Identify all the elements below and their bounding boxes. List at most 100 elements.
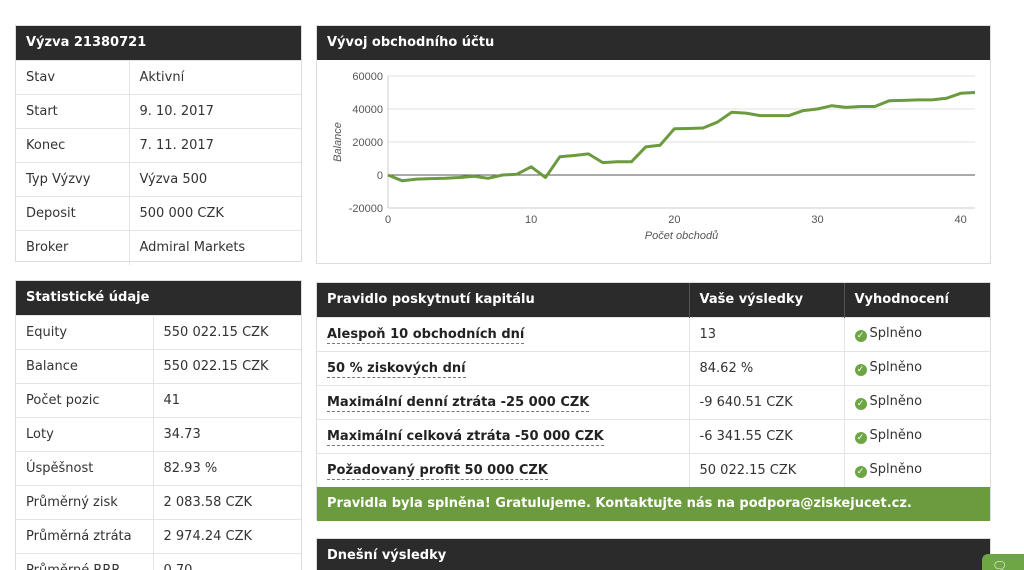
table-row: Průměrné RRR0.70 [16, 553, 301, 570]
rule-cell: Požadovaný profit 50 000 CZK [317, 452, 689, 487]
status-cell: ✓ Splněno [843, 316, 990, 351]
x-tick-label: 30 [811, 214, 823, 226]
table-row: Průměrný zisk 2 083.58 CZK [16, 485, 301, 520]
row-label: Průměrná ztráta [16, 519, 154, 554]
table-row: Equity 550 022.15 CZK [16, 315, 301, 350]
table-row: Stav Aktivní [16, 60, 301, 95]
table-row: Balance 550 022.15 CZK [16, 349, 301, 384]
table-row: Počet pozic 41 [16, 383, 301, 418]
row-value: 550 022.15 CZK [153, 349, 301, 384]
check-circle-icon: ✓ [854, 398, 867, 410]
status-text: Splněno [869, 428, 923, 443]
rule-name[interactable]: Požadovaný profit 50 000 CZK [327, 462, 548, 480]
stats-panel: Statistické údaje Equity 550 022.15 CZK B… [15, 280, 302, 570]
x-tick-label: 20 [668, 214, 680, 226]
challenge-panel: Výzva 21380721 Stav Aktivní Start 9. 10. 2… [15, 25, 302, 265]
balance-series-line [387, 91, 976, 183]
rule-name[interactable]: 50 % ziskových dní [327, 360, 466, 378]
table-row: Broker Admiral Markets [16, 230, 301, 265]
check-circle-icon: ✓ [854, 364, 867, 376]
check-circle-icon: ✓ [854, 432, 867, 444]
table-row: Deposit 500 000 CZK [16, 196, 301, 231]
rules-table: Pravidlo poskytnutí kapitálu Vaše výsled… [317, 283, 990, 487]
status-cell: ✓ Splněno [843, 350, 990, 385]
table-row: Maximální denní ztráta -25 000 CZK -9 64… [317, 384, 990, 419]
row-label: Stav [16, 60, 130, 95]
result-cell: 13 [688, 316, 844, 351]
row-value: 550 022.15 CZK [153, 315, 301, 350]
status-text: Splněno [869, 462, 923, 478]
row-value: 500 000 CZK [129, 196, 301, 231]
table-row: Typ Výzvy Výzva 500 [16, 162, 301, 197]
row-value: Aktivní [129, 60, 301, 95]
row-label: Start [16, 94, 130, 129]
rule-name[interactable]: Maximální celková ztráta -50 000 CZK [327, 428, 604, 446]
status-text: Splněno [869, 394, 923, 409]
rules-header-row: Pravidlo poskytnutí kapitálu Vaše výsled… [317, 283, 990, 317]
row-value: Admiral Markets [129, 230, 301, 265]
row-label: Konec [16, 128, 130, 163]
table-row: Požadovaný profit 50 000 CZK 50 022.15 C… [317, 452, 990, 487]
table-row: Úspěšnost 82.93 % [16, 451, 301, 486]
y-tick-label: -20000 [349, 203, 383, 215]
header-results: Vaše výsledky [688, 283, 844, 317]
check-circle-icon: ✓ [854, 466, 867, 479]
row-label: Broker [16, 230, 130, 265]
row-label: Průměrné RRR [16, 553, 154, 570]
row-value: 34.73 [153, 417, 301, 452]
row-value: 82.93 % [153, 451, 301, 486]
table-row: Maximální celková ztráta -50 000 CZK -6 … [317, 418, 990, 453]
row-value: 9. 10. 2017 [129, 94, 301, 129]
row-label: Úspěšnost [16, 451, 154, 486]
rule-cell: Maximální denní ztráta -25 000 CZK [317, 384, 689, 419]
check-circle-icon: ✓ [854, 330, 867, 342]
x-axis-label: Počet obchodů [645, 230, 718, 242]
result-cell: -9 640.51 CZK [688, 384, 844, 419]
result-cell: -6 341.55 CZK [688, 418, 844, 453]
x-tick-label: 10 [525, 214, 537, 226]
challenge-table: Stav Aktivní Start 9. 10. 2017 Konec 7. 11.… [16, 60, 301, 265]
row-label: Deposit [16, 196, 130, 231]
chat-button[interactable]: 🗨 [982, 554, 1024, 570]
status-text: Splněno [869, 360, 923, 375]
stats-title: Statistické údaje [16, 281, 301, 315]
row-value: 2 974.24 CZK [153, 519, 301, 554]
status-text: Splněno [869, 326, 923, 341]
table-row: Průměrná ztráta 2 974.24 CZK [16, 519, 301, 554]
stats-table: Equity 550 022.15 CZK Balance 550 022.15 C… [16, 315, 301, 570]
rule-name[interactable]: Maximální denní ztráta -25 000 CZK [327, 394, 590, 412]
row-value: 41 [153, 383, 301, 418]
challenge-title: Výzva 21380721 [16, 26, 301, 60]
y-tick-label: 20000 [352, 137, 383, 149]
rule-cell: 50 % ziskových dní [317, 350, 689, 385]
row-value: 7. 11. 2017 [129, 128, 301, 163]
table-row: Alespoň 10 obchodních dní 13 ✓ Splněno [317, 316, 990, 351]
result-cell: 50 022.15 CZK [688, 452, 844, 487]
header-evaluation: Vyhodnocení [843, 283, 990, 317]
status-cell: ✓ Splněno [843, 418, 990, 453]
x-tick-label: 40 [955, 214, 967, 226]
status-cell: ✓ Splněno [843, 384, 990, 419]
y-axis-label: Balance [332, 122, 344, 162]
y-tick-label: 40000 [352, 104, 383, 116]
table-row: Loty 34.73 [16, 417, 301, 452]
today-panel: Dnešní výsledky [316, 538, 991, 570]
success-message: Pravidla byla splněna! Gratulujeme. Kont… [317, 487, 990, 521]
chart-panel: Vývoj obchodního účtu -20000 0 20000 40000 6… [316, 25, 991, 264]
row-label: Typ Výzvy [16, 162, 130, 197]
chat-bubble-icon: 🗨 [992, 559, 1008, 570]
result-cell: 84.62 % [688, 350, 844, 385]
row-label: Průměrný zisk [16, 485, 154, 520]
row-value: 0.70 [153, 553, 301, 570]
row-label: Loty [16, 417, 154, 452]
y-tick-label: 60000 [352, 71, 383, 83]
rules-panel: Pravidlo poskytnutí kapitálu Vaše výsled… [316, 282, 991, 521]
today-title: Dnešní výsledky [317, 539, 990, 570]
rule-name[interactable]: Alespoň 10 obchodních dní [327, 326, 525, 344]
y-tick-label: 0 [377, 170, 383, 182]
row-value: Výzva 500 [129, 162, 301, 197]
status-cell: ✓ Splněno [843, 452, 990, 487]
chart-title: Vývoj obchodního účtu [317, 26, 990, 60]
table-row: Start 9. 10. 2017 [16, 94, 301, 129]
